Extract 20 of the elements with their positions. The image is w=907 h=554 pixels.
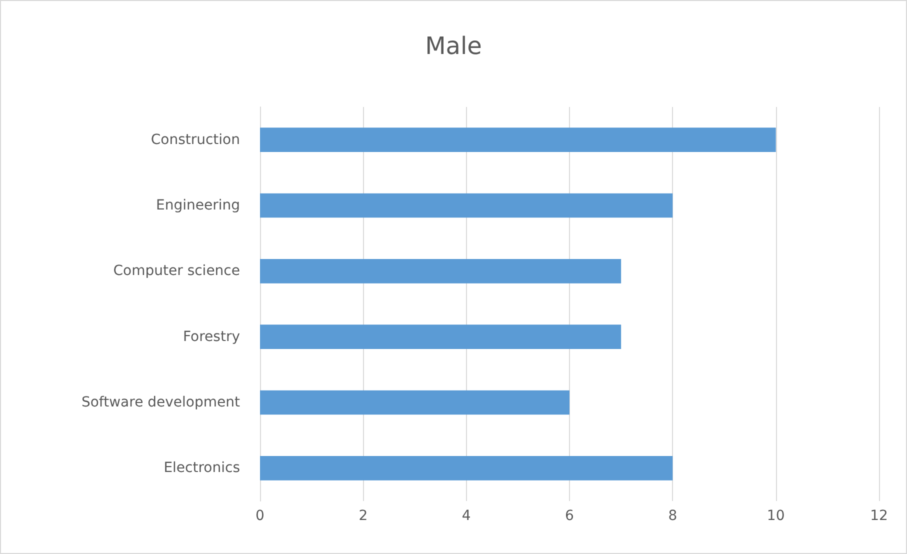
y-tick-label: Engineering (156, 198, 240, 214)
x-tick-label: 6 (565, 508, 574, 524)
x-tick-label: 4 (462, 508, 471, 524)
x-tick-label: 2 (358, 508, 368, 524)
x-tick-label: 0 (256, 508, 264, 524)
x-tick-label: 12 (870, 508, 888, 524)
bar (260, 193, 673, 218)
bar (260, 259, 622, 284)
bar (260, 324, 622, 349)
y-tick-label: Forestry (182, 328, 240, 345)
y-tick-label: Electronics (164, 460, 240, 476)
x-tick-label: 8 (668, 508, 678, 524)
x-tick-label: 10 (766, 508, 785, 524)
chart-title: Male (425, 32, 482, 60)
y-tick-label: Computer science (113, 263, 240, 280)
bar (260, 390, 570, 415)
y-tick-label: Software development (81, 394, 240, 410)
bar (260, 128, 776, 152)
y-tick-label: Construction (150, 132, 240, 148)
bar (260, 456, 673, 480)
